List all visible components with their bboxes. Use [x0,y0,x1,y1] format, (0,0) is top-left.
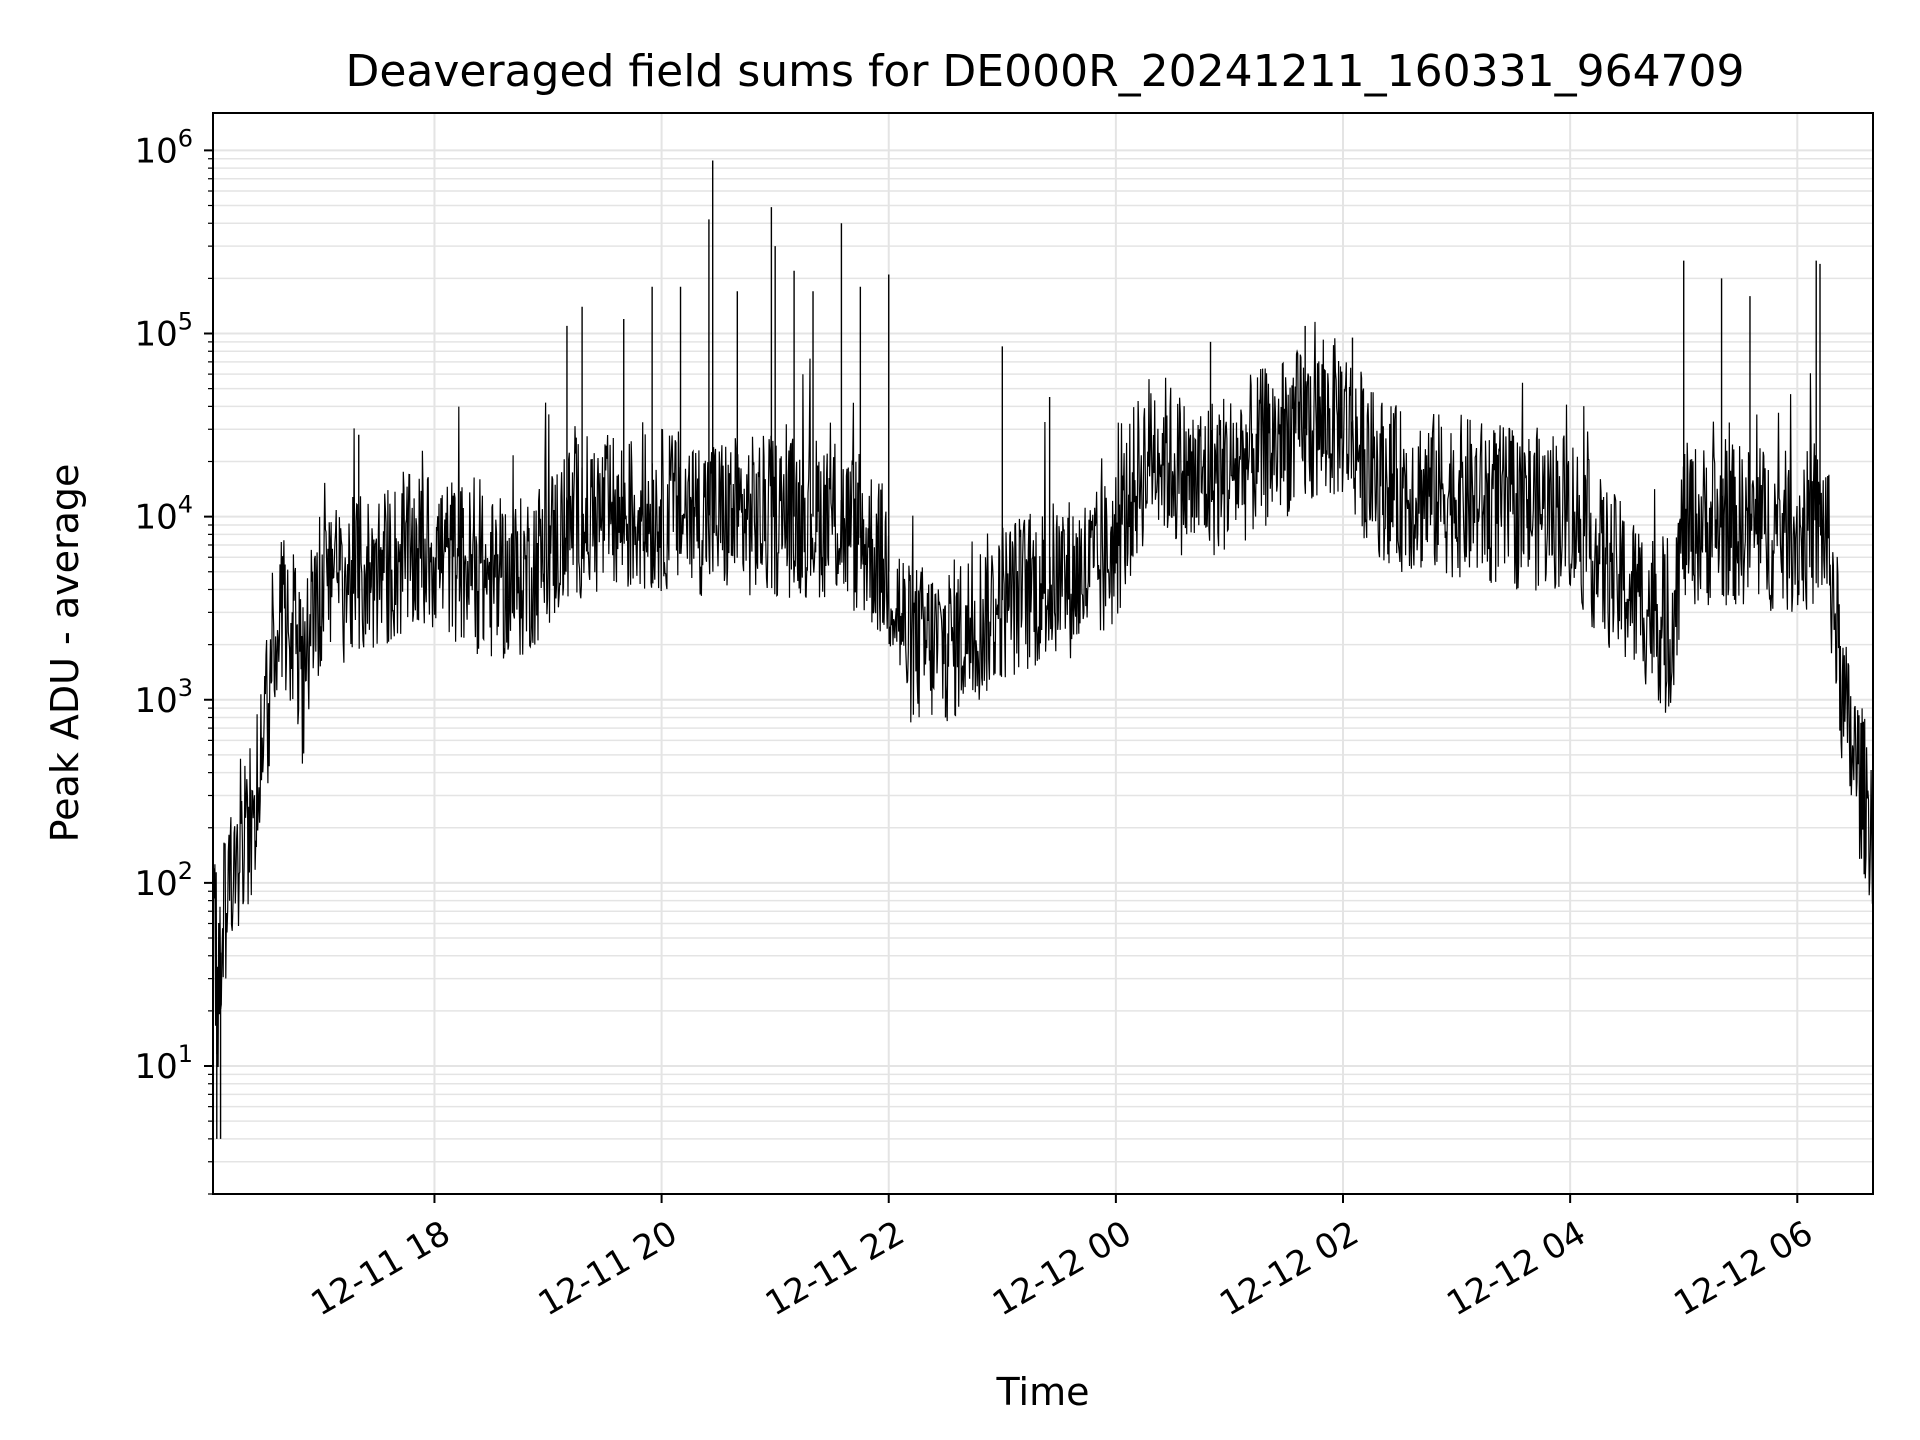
grid [213,113,1873,1195]
plot-frame [212,112,1874,1195]
y-tick-label: 106 [134,124,193,171]
series-line [212,321,1874,1068]
x-axis-label: Time [996,1370,1090,1414]
y-tick-label: 105 [134,308,193,355]
y-axis-label: Peak ADU - average [43,464,87,843]
y-tick-label: 102 [134,857,193,904]
data-series [212,160,1874,1139]
y-tick-label: 103 [134,674,193,721]
chart-title: Deaveraged field sums for DE000R_2024121… [345,46,1744,97]
y-tick-label: 104 [134,491,193,538]
y-axis: 101 102 103 104 105 106 [134,124,213,1195]
y-tick-label: 101 [134,1040,193,1087]
